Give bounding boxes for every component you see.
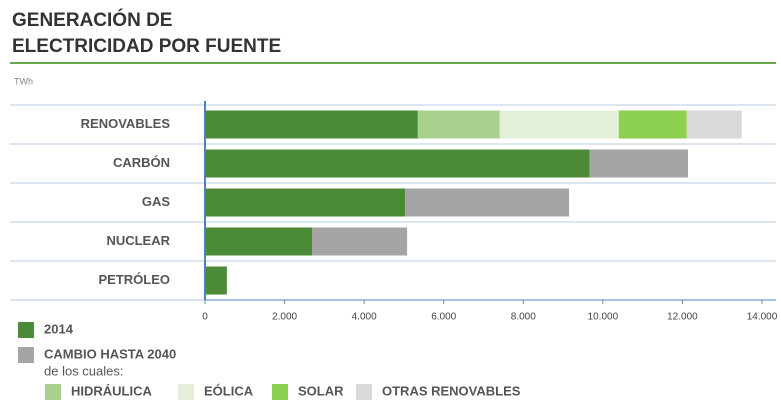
title-line: GENERACIÓN DE [12,9,172,31]
legend-label: SOLAR [298,383,344,398]
x-tick-label: 8.000 [511,312,536,323]
legend-label: EÓLICA [204,383,254,398]
category-label: RENOVABLES [81,116,171,131]
x-tick-label: 14.000 [747,312,778,323]
category-label: CARBÓN [113,155,170,170]
x-tick-label: 0 [202,312,208,323]
category-label: NUCLEAR [106,233,170,248]
legend-note: de los cuales: [44,363,124,378]
bar-segment [205,266,227,295]
bar-segment [417,110,500,139]
x-tick-label: 10.000 [588,312,619,323]
legend-label: 2014 [44,321,74,336]
legend-swatch [178,384,194,400]
legend-swatch [18,347,34,363]
x-tick-label: 4.000 [352,312,377,323]
legend-swatch [18,322,34,338]
legend-swatch [356,384,372,400]
x-tick-label: 6.000 [431,312,456,323]
legend-label: HIDRÁULICA [71,383,152,398]
legend-swatch [272,384,288,400]
bar-segment [686,110,742,139]
bar-segment [205,227,313,256]
bar-segment [618,110,687,139]
x-tick-label: 12.000 [667,312,698,323]
x-tick-label: 2.000 [272,312,297,323]
bar-segment [589,149,688,178]
category-label: PETRÓLEO [98,272,170,287]
legend-label: CAMBIO HASTA 2040 [44,346,176,361]
title-line: ELECTRICIDAD POR FUENTE [12,36,281,57]
unit-label: TWh [14,76,33,86]
bar-segment [312,227,408,256]
legend-swatch [45,384,61,400]
bar-segment [205,110,418,139]
bar-segment [205,188,406,217]
bar-segment [205,149,590,178]
legend-label: OTRAS RENOVABLES [382,383,521,398]
chart-title: GENERACIÓN DE ELECTRICIDAD POR FUENTE [12,9,281,57]
bar-segment [405,188,570,217]
category-label: GAS [142,194,171,209]
bar-segment [499,110,619,139]
